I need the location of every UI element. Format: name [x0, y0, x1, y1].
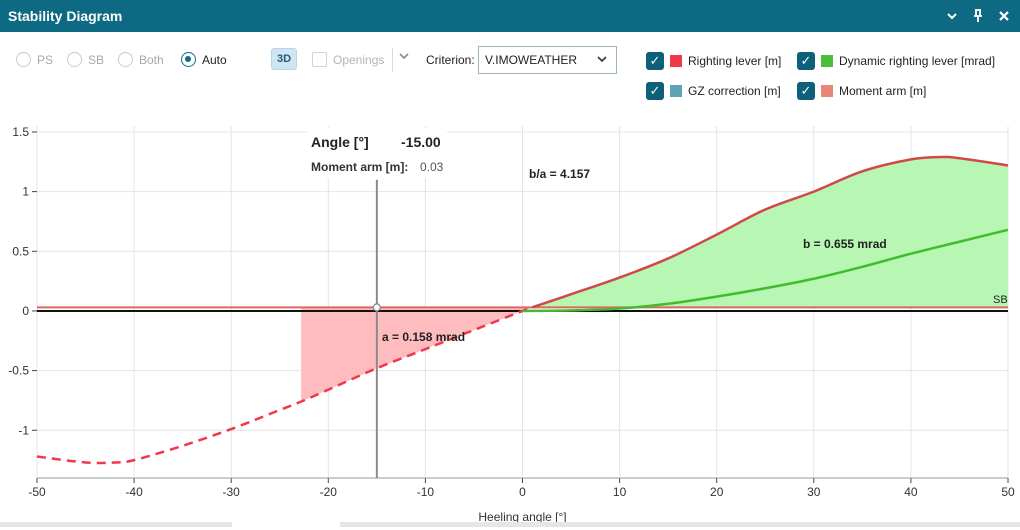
tooltip-moment-label: Moment arm [m]: — [311, 160, 409, 174]
x-tick-label: 50 — [1001, 485, 1015, 499]
y-tick-label: 1 — [22, 185, 29, 199]
legend-righting-lever[interactable]: ✓ Righting lever [m] — [646, 52, 781, 70]
toolbar-divider — [392, 48, 393, 72]
area-a-annotation: a = 0.158 mrad — [382, 330, 466, 344]
y-tick-label: -0.5 — [8, 364, 29, 378]
x-tick-label: 20 — [710, 485, 724, 499]
legend-swatch — [821, 85, 833, 97]
tooltip-moment-value: 0.03 — [420, 160, 444, 174]
x-axis-label: Heeling angle [°] — [478, 510, 566, 524]
area-a-fill — [301, 307, 533, 402]
radio-label: PS — [37, 52, 54, 67]
legend-swatch — [670, 85, 682, 97]
legend-label: Righting lever [m] — [688, 54, 782, 68]
legend-moment-arm[interactable]: ✓ Moment arm [m] — [797, 82, 926, 100]
radio-label: Auto — [202, 52, 227, 67]
chevron-down-icon[interactable] — [942, 6, 962, 26]
x-tick-label: -40 — [125, 485, 143, 499]
x-tick-label: 30 — [807, 485, 821, 499]
criterion-select[interactable]: V.IMOWEATHER — [478, 46, 617, 74]
cursor-marker — [372, 303, 381, 312]
sb-annotation: SB — [993, 294, 1008, 306]
ratio-annotation: b/a = 4.157 — [529, 167, 591, 181]
x-tick-label: -30 — [223, 485, 241, 499]
chevron-down-icon[interactable] — [398, 50, 410, 65]
y-tick-label: 1.5 — [12, 125, 29, 139]
x-tick-label: 10 — [613, 485, 627, 499]
stability-chart[interactable]: -50 -40 -30 -20 -10 0 10 20 30 40 50 1.5 1 0.5 0 -0.5 -1… — [0, 118, 1020, 527]
legend-swatch — [821, 55, 833, 67]
legend-gz-correction[interactable]: ✓ GZ correction [m] — [646, 82, 781, 100]
title-bar: Stability Diagram — [0, 0, 1020, 32]
x-tick-label: -20 — [320, 485, 338, 499]
radio-both[interactable]: Both — [118, 52, 164, 67]
window-title: Stability Diagram — [8, 8, 123, 24]
dynamic-righting-lever-line — [522, 228, 1009, 313]
radio-label: Both — [139, 52, 164, 67]
view-3d-button[interactable]: 3D — [271, 48, 297, 70]
tooltip-angle-label: Angle [°] — [311, 134, 369, 150]
radio-sb[interactable]: SB — [67, 52, 104, 67]
openings-label: Openings — [333, 52, 385, 67]
legend-label: Moment arm [m] — [839, 84, 927, 98]
radio-circle[interactable] — [181, 52, 196, 67]
legend-label: GZ correction [m] — [688, 84, 781, 98]
x-tick-label: 40 — [904, 485, 918, 499]
righting-lever-dashed-line — [36, 306, 533, 465]
y-tick-label: 0 — [22, 304, 29, 318]
radio-ps[interactable]: PS — [16, 52, 53, 67]
righting-lever-line — [531, 155, 1009, 309]
chart-svg[interactable]: -50 -40 -30 -20 -10 0 10 20 30 40 50 1.5 1 0.5 0 -0.5 -1… — [0, 118, 1020, 527]
check-icon[interactable]: ✓ — [797, 52, 815, 70]
pin-icon[interactable] — [968, 6, 988, 26]
legend-swatch — [670, 55, 682, 67]
criterion-label: Criterion: — [426, 53, 475, 67]
check-icon[interactable]: ✓ — [646, 52, 664, 70]
tooltip-angle-value: -15.00 — [401, 134, 441, 150]
close-icon[interactable] — [994, 6, 1014, 26]
cursor-tooltip: Angle [°] -15.00 Moment arm [m]: 0.03 — [307, 128, 447, 178]
openings-checkbox[interactable]: Openings — [312, 52, 384, 67]
x-tick-label: -50 — [28, 485, 46, 499]
radio-circle[interactable] — [67, 52, 82, 67]
x-tick-label: -10 — [417, 485, 435, 499]
horizontal-scrollbar[interactable] — [0, 522, 1020, 527]
scrollbar-thumb[interactable] — [232, 522, 340, 527]
checkbox-box[interactable] — [312, 52, 327, 67]
area-b-annotation: b = 0.655 mrad — [803, 237, 887, 251]
radio-circle[interactable] — [16, 52, 31, 67]
radio-auto[interactable]: Auto — [181, 52, 227, 67]
check-icon[interactable]: ✓ — [797, 82, 815, 100]
y-tick-label: 0.5 — [12, 244, 29, 258]
area-b-fill — [532, 157, 1008, 308]
check-icon[interactable]: ✓ — [646, 82, 664, 100]
y-tick-label: -1 — [18, 423, 29, 437]
toolbar: PS SB Both Auto 3D Openings Criterion: V… — [0, 32, 1020, 118]
x-tick-label: 0 — [519, 485, 526, 499]
chevron-down-icon[interactable] — [596, 53, 608, 68]
radio-label: SB — [88, 52, 105, 67]
legend-dynamic-righting-lever[interactable]: ✓ Dynamic righting lever [mrad] — [797, 52, 995, 70]
criterion-value: V.IMOWEATHER — [485, 53, 578, 67]
legend-label: Dynamic righting lever [mrad] — [839, 54, 996, 68]
radio-circle[interactable] — [118, 52, 133, 67]
